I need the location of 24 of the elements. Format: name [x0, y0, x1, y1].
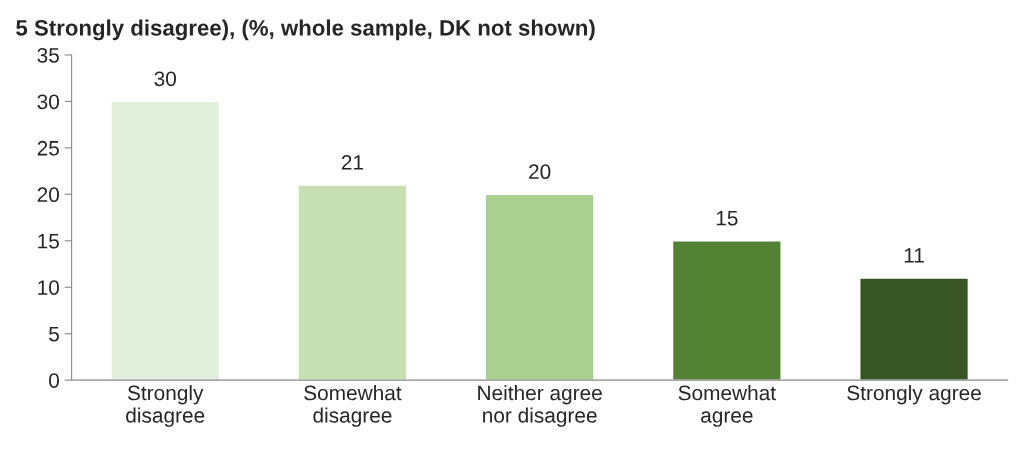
bar	[859, 277, 970, 381]
data-label: 15	[716, 210, 738, 226]
x-tick-label: Strongly disagree	[126, 385, 205, 427]
data-label: 30	[154, 71, 176, 87]
y-tick-label: 20	[37, 187, 59, 203]
data-label: 21	[341, 155, 363, 170]
y-tick-label: 5	[49, 326, 59, 342]
y-tick-label: 0	[49, 373, 59, 388]
x-tick-label: Neither agree nor disagree	[478, 385, 602, 427]
x-tick-label: Somewhat agree	[678, 385, 776, 427]
chart-title: 5 Strongly disagree), (%, whole sample, DK not shown)	[16, 19, 595, 41]
y-tick-label: 15	[38, 233, 59, 249]
x-tick-label: Strongly agree	[847, 385, 981, 405]
y-tick-label: 35	[37, 47, 59, 63]
y-tick-label: 30	[37, 94, 59, 110]
bar	[297, 184, 408, 381]
bar	[110, 100, 221, 381]
x-tick-label: Somewhat disagree	[304, 385, 402, 427]
bar	[484, 193, 595, 381]
bar	[671, 240, 782, 381]
data-label: 20	[529, 164, 551, 180]
y-tick-label: 25	[37, 140, 59, 156]
y-tick-label: 10	[38, 280, 59, 295]
data-label: 11	[904, 248, 924, 263]
